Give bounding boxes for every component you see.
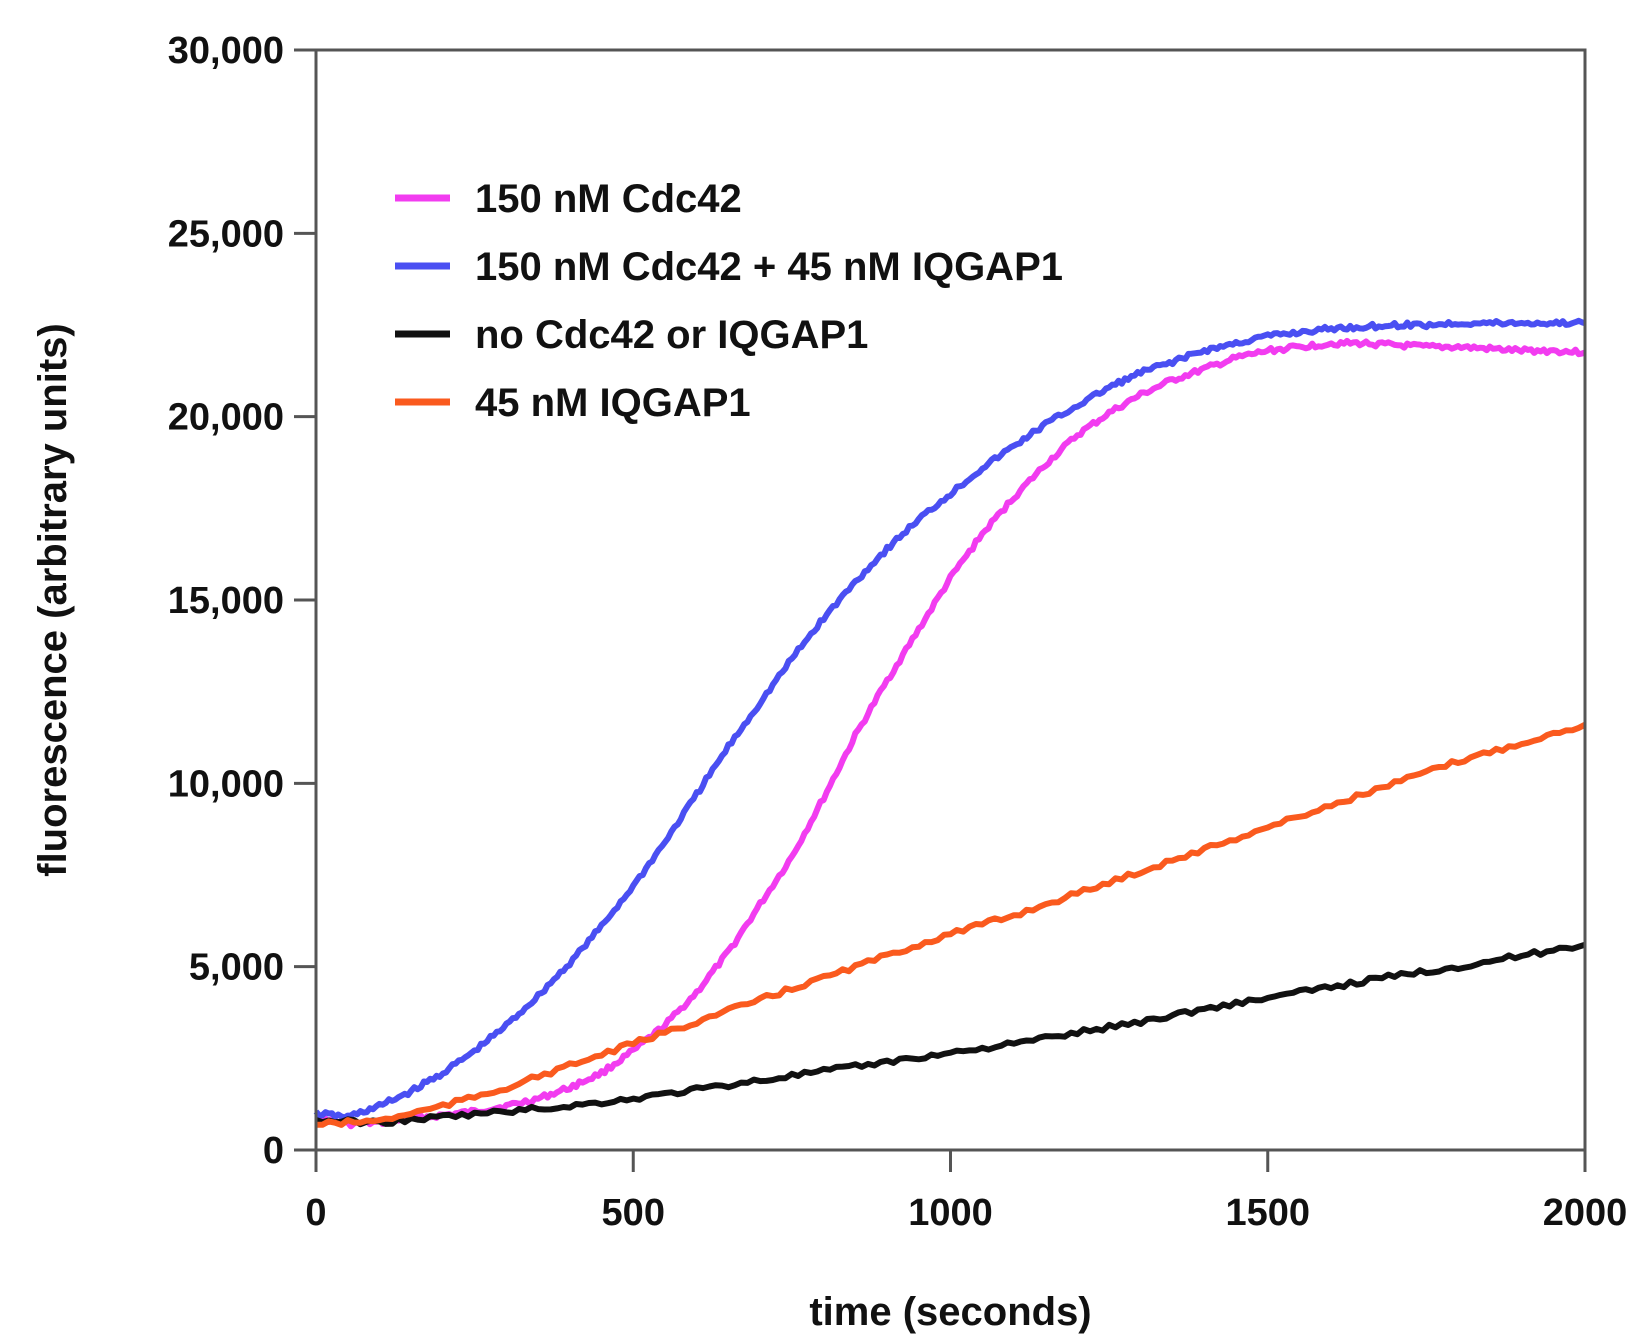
- legend-label: no Cdc42 or IQGAP1: [475, 313, 868, 357]
- x-tick-label: 1000: [908, 1192, 993, 1234]
- y-tick-label: 0: [263, 1130, 284, 1172]
- legend: 150 nM Cdc42 150 nM Cdc42 + 45 nM IQGAP1 n…: [395, 177, 1063, 425]
- y-tick-label: 30,000: [168, 30, 284, 72]
- y-tick-label: 15,000: [168, 580, 284, 622]
- y-tick-label: 20,000: [168, 397, 284, 439]
- x-axis-title: time (seconds): [809, 1290, 1091, 1334]
- y-axis: 0 5,000 10,000 15,000 20,000 25,000 30,000: [168, 30, 316, 1172]
- x-axis: 0 500 1000 1500 2000: [305, 1150, 1627, 1234]
- series-layer: [313, 317, 1587, 1130]
- legend-label: 150 nM Cdc42: [475, 177, 742, 221]
- x-tick-label: 2000: [1543, 1192, 1628, 1234]
- x-tick-label: 0: [305, 1192, 326, 1234]
- legend-label: 45 nM IQGAP1: [475, 381, 751, 425]
- y-tick-label: 10,000: [168, 763, 284, 805]
- series-line: [316, 722, 1587, 1128]
- x-tick-label: 500: [602, 1192, 665, 1234]
- legend-label: 150 nM Cdc42 + 45 nM IQGAP1: [475, 245, 1063, 289]
- y-axis-title: fluorescence (arbitrary units): [31, 323, 75, 877]
- series-line: [313, 317, 1586, 1121]
- y-tick-label: 5,000: [189, 947, 284, 989]
- x-tick-label: 1500: [1225, 1192, 1310, 1234]
- series-line: [315, 941, 1586, 1128]
- y-tick-label: 25,000: [168, 213, 284, 255]
- series-line: [315, 337, 1586, 1130]
